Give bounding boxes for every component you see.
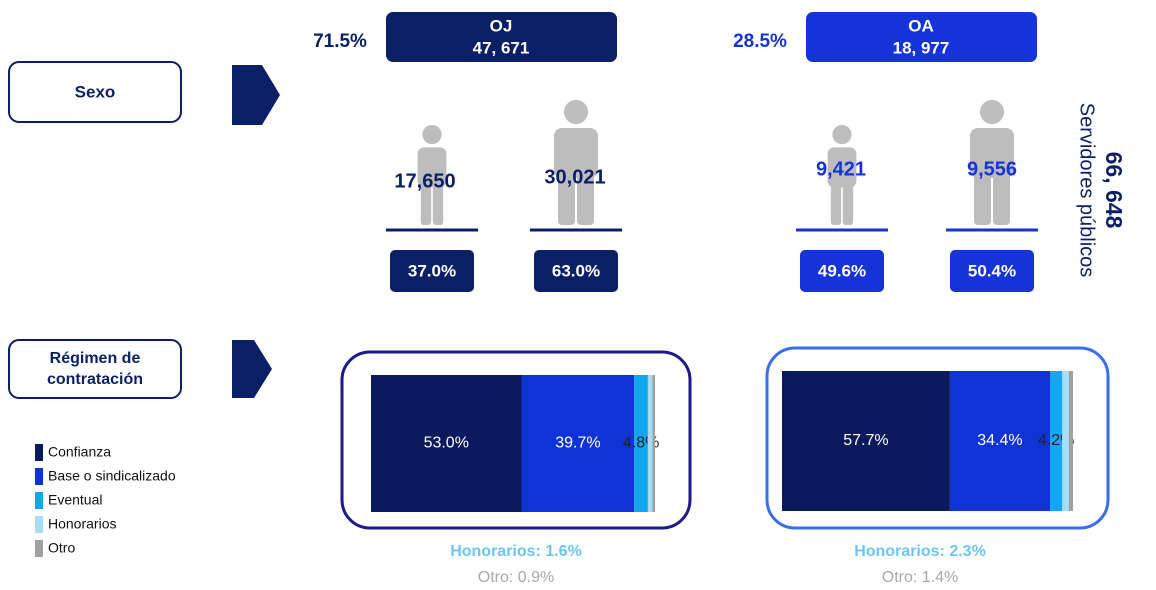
legend-label: Confianza <box>48 444 111 460</box>
pct-box <box>800 250 884 292</box>
group-share: 71.5% <box>313 31 367 52</box>
legend-label: Honorarios <box>48 516 116 532</box>
person-leg <box>842 181 854 225</box>
legend-label: Eventual <box>48 492 102 508</box>
person-leg <box>420 181 432 225</box>
regime-segment <box>647 375 653 512</box>
group-header <box>806 12 1037 62</box>
person-leg <box>432 181 444 225</box>
person-body <box>417 147 447 188</box>
arrow <box>232 65 280 125</box>
legend-swatch <box>35 540 43 557</box>
person-count: 9,556 <box>967 158 1017 180</box>
regime-segment <box>949 371 1051 511</box>
regime-segment <box>1062 371 1069 511</box>
pct-box <box>950 250 1034 292</box>
regime-segment <box>782 371 950 511</box>
section-box <box>8 339 182 399</box>
regime-segment <box>521 375 635 512</box>
person-body <box>970 128 1014 178</box>
person-head <box>980 100 1004 124</box>
group-share: 28.5% <box>733 31 787 52</box>
person-leg <box>577 170 594 225</box>
person-head <box>564 100 588 124</box>
regime-segment <box>1050 371 1063 511</box>
pct-box <box>534 250 618 292</box>
person-body <box>827 147 857 188</box>
regime-frame <box>765 346 1110 530</box>
section-label: Régimen de <box>50 350 141 367</box>
pct-box <box>390 250 474 292</box>
segment-label: 53.0% <box>424 435 469 452</box>
regime-segment <box>652 375 655 512</box>
note: Otro: 1.4% <box>882 569 958 586</box>
total-label: Servidores públicos <box>1076 103 1098 278</box>
person-count: 17,650 <box>394 170 455 192</box>
note: Honorarios: 2.3% <box>854 543 986 560</box>
legend-label: Base o sindicalizado <box>48 468 176 484</box>
pct-label: 37.0% <box>408 261 456 280</box>
legend-swatch <box>35 516 43 533</box>
segment-label: 39.7% <box>555 435 600 452</box>
person-count: 30,021 <box>544 166 605 188</box>
person-leg <box>830 181 842 225</box>
person-head <box>832 125 852 145</box>
group-header <box>386 12 617 62</box>
pct-label: 49.6% <box>818 261 866 280</box>
arrow <box>232 340 272 398</box>
section-box <box>8 61 182 123</box>
person-body <box>554 128 598 178</box>
person-count: 9,421 <box>816 158 866 180</box>
total-value: 66, 648 <box>1101 152 1127 229</box>
section-label: Sexo <box>75 82 116 101</box>
legend-label: Otro <box>48 540 75 556</box>
group-count: 18, 977 <box>893 38 950 57</box>
regime-segment <box>1068 371 1073 511</box>
pct-label: 63.0% <box>552 261 600 280</box>
legend-swatch <box>35 468 43 485</box>
legend-swatch <box>35 444 43 461</box>
segment-label: 57.7% <box>843 432 888 449</box>
group-name: OA <box>908 16 934 35</box>
person-leg <box>974 170 991 225</box>
regime-frame <box>340 350 692 530</box>
regime-segment <box>634 375 648 512</box>
regime-segment <box>371 375 522 512</box>
group-name: OJ <box>490 16 513 35</box>
note: Honorarios: 1.6% <box>450 543 582 560</box>
total: 66, 648 Servidores públicos <box>1076 103 1127 278</box>
person-leg <box>993 170 1010 225</box>
group-count: 47, 671 <box>473 38 530 57</box>
section-label: contratación <box>47 371 143 388</box>
note: Otro: 0.9% <box>478 569 554 586</box>
legend-swatch <box>35 492 43 509</box>
pct-label: 50.4% <box>968 261 1016 280</box>
segment-label: 34.4% <box>977 432 1022 449</box>
person-head <box>422 125 442 145</box>
person-leg <box>558 170 575 225</box>
